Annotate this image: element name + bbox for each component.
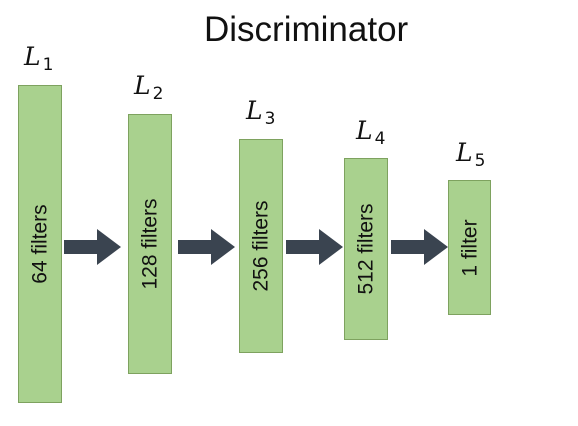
arrow-2-icon xyxy=(178,229,235,265)
layer-3-name: L xyxy=(246,96,263,125)
layer-3-block: 256 filters xyxy=(239,139,283,353)
layer-1-block: 64 filters xyxy=(18,85,62,403)
layer-5-filters: 1 filter xyxy=(458,218,481,277)
layer-1-filters: 64 filters xyxy=(28,204,52,284)
diagram-title: Discriminator xyxy=(204,10,409,49)
layer-5-index: 5 xyxy=(474,151,486,171)
layer-1-name: L xyxy=(24,42,41,71)
layer-4-block: 512 filters xyxy=(344,158,388,340)
arrow-1-icon xyxy=(64,229,121,265)
layer-4-index: 4 xyxy=(374,129,386,149)
layer-2-filters: 128 filters xyxy=(138,198,162,290)
layer-2-index: 2 xyxy=(152,84,164,104)
layer-4-name: L xyxy=(356,116,373,145)
arrow-3-icon xyxy=(286,229,343,265)
layer-5-name: L xyxy=(456,138,473,167)
layer-2-block: 128 filters xyxy=(128,114,172,374)
layer-1-index: 1 xyxy=(42,55,54,75)
layer-3-filters: 256 filters xyxy=(249,200,273,292)
layer-2-name: L xyxy=(134,71,151,100)
layer-3-index: 3 xyxy=(264,109,276,129)
arrow-4-icon xyxy=(391,229,448,265)
layer-5-block: 1 filter xyxy=(448,180,491,315)
layer-4-filters: 512 filters xyxy=(354,203,378,295)
